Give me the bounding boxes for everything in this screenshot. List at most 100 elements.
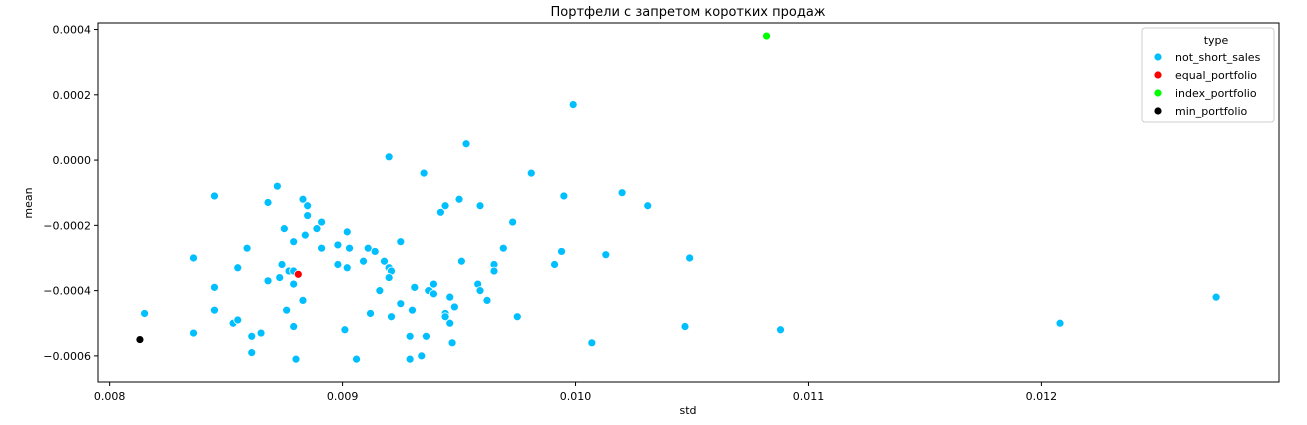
legend: type not_short_sales equal_portfolio index_… bbox=[1141, 27, 1275, 123]
data-point-not_short_sales bbox=[189, 328, 198, 338]
data-point-not_short_sales bbox=[405, 354, 415, 364]
y-tick-label: −0.0002 bbox=[43, 219, 91, 232]
data-point-not_short_sales bbox=[256, 328, 266, 338]
data-point-not_short_sales bbox=[475, 286, 485, 296]
data-point-not_short_sales bbox=[384, 152, 394, 162]
data-point-not_short_sales bbox=[275, 273, 285, 282]
data-point-not_short_sales bbox=[422, 331, 431, 341]
legend-label-index_portfolio: index_portfolio bbox=[1175, 87, 1257, 100]
y-axis: −0.0006 −0.0004 −0.0002 0.0000 0.0002 0.0004 bbox=[43, 24, 98, 363]
data-point-not_short_sales bbox=[436, 207, 445, 217]
data-point-not_short_sales bbox=[342, 263, 352, 273]
data-point-not_short_sales bbox=[643, 201, 653, 211]
data-point-not_short_sales bbox=[447, 338, 457, 348]
data-point-not_short_sales bbox=[456, 256, 466, 266]
data-point-not_short_sales bbox=[263, 276, 273, 286]
data-point-not_short_sales bbox=[263, 198, 273, 207]
data-point-not_short_sales bbox=[617, 188, 627, 198]
data-point-not_short_sales bbox=[359, 256, 368, 266]
data-point-not_short_sales bbox=[587, 338, 597, 348]
x-tick-label: 0.009 bbox=[327, 390, 359, 403]
legend-marker-min_portfolio bbox=[1153, 106, 1163, 116]
legend-marker-equal_portfolio bbox=[1153, 70, 1163, 80]
x-axis-label: std bbox=[679, 404, 696, 417]
data-point-not_short_sales bbox=[317, 217, 327, 227]
data-point-not_short_sales bbox=[298, 296, 308, 305]
data-point-not_short_sales bbox=[303, 201, 313, 211]
data-point-not_short_sales bbox=[508, 217, 518, 227]
y-tick-label: −0.0004 bbox=[43, 285, 91, 298]
data-point-equal_portfolio bbox=[293, 269, 303, 279]
data-point-not_short_sales bbox=[440, 312, 450, 322]
data-point-index_portfolio bbox=[762, 31, 771, 41]
x-tick-label: 0.012 bbox=[1026, 390, 1058, 403]
data-point-not_short_sales bbox=[461, 139, 471, 149]
data-point-not_short_sales bbox=[312, 224, 322, 234]
data-point-min_portfolio bbox=[135, 335, 145, 344]
data-point-not_short_sales bbox=[568, 100, 578, 109]
data-point-not_short_sales bbox=[333, 260, 343, 269]
data-point-not_short_sales bbox=[233, 263, 243, 273]
data-point-not_short_sales bbox=[247, 348, 257, 358]
data-point-not_short_sales bbox=[387, 312, 396, 322]
data-point-not_short_sales bbox=[289, 322, 299, 331]
y-tick-label: 0.0000 bbox=[53, 154, 92, 167]
data-point-not_short_sales bbox=[375, 286, 385, 296]
y-tick-label: 0.0004 bbox=[53, 24, 92, 37]
data-point-not_short_sales bbox=[417, 351, 427, 361]
legend-title: type bbox=[1204, 34, 1229, 47]
data-point-not_short_sales bbox=[342, 227, 352, 237]
data-point-not_short_sales bbox=[429, 289, 438, 299]
data-point-not_short_sales bbox=[384, 273, 394, 282]
y-tick-label: 0.0002 bbox=[53, 89, 92, 102]
data-point-not_short_sales bbox=[289, 237, 299, 247]
data-point-not_short_sales bbox=[440, 201, 450, 211]
scatter-points bbox=[135, 31, 1221, 364]
data-point-not_short_sales bbox=[363, 243, 373, 253]
x-tick-label: 0.010 bbox=[560, 390, 592, 403]
data-point-not_short_sales bbox=[445, 318, 455, 328]
data-point-not_short_sales bbox=[279, 224, 289, 234]
data-point-not_short_sales bbox=[291, 354, 301, 364]
data-point-not_short_sales bbox=[210, 305, 219, 315]
data-point-not_short_sales bbox=[449, 302, 459, 312]
data-point-not_short_sales bbox=[352, 354, 361, 364]
data-point-not_short_sales bbox=[489, 266, 499, 276]
data-point-not_short_sales bbox=[303, 211, 313, 220]
data-point-not_short_sales bbox=[475, 201, 485, 211]
data-point-not_short_sales bbox=[396, 237, 406, 247]
data-point-not_short_sales bbox=[1055, 318, 1065, 328]
data-point-not_short_sales bbox=[601, 250, 611, 260]
data-point-not_short_sales bbox=[445, 292, 455, 302]
data-point-not_short_sales bbox=[277, 260, 287, 269]
data-point-not_short_sales bbox=[405, 331, 415, 341]
data-point-not_short_sales bbox=[1211, 292, 1221, 302]
x-tick-label: 0.011 bbox=[793, 390, 825, 403]
data-point-not_short_sales bbox=[140, 309, 149, 318]
data-point-not_short_sales bbox=[247, 331, 257, 341]
legend-label-min_portfolio: min_portfolio bbox=[1175, 105, 1248, 118]
data-point-not_short_sales bbox=[557, 247, 566, 256]
data-point-not_short_sales bbox=[189, 253, 198, 263]
x-tick-label: 0.008 bbox=[94, 390, 126, 403]
data-point-not_short_sales bbox=[317, 243, 327, 253]
plot-area bbox=[97, 22, 1280, 383]
data-point-not_short_sales bbox=[233, 315, 243, 325]
legend-label-not_short_sales: not_short_sales bbox=[1175, 51, 1261, 64]
data-point-not_short_sales bbox=[512, 312, 522, 322]
data-point-not_short_sales bbox=[300, 230, 310, 240]
data-point-not_short_sales bbox=[550, 260, 559, 269]
data-point-not_short_sales bbox=[345, 243, 354, 253]
data-point-not_short_sales bbox=[242, 243, 252, 253]
data-point-not_short_sales bbox=[410, 282, 420, 292]
data-point-not_short_sales bbox=[454, 194, 464, 204]
data-point-not_short_sales bbox=[298, 194, 308, 204]
data-point-not_short_sales bbox=[498, 243, 508, 253]
data-point-not_short_sales bbox=[272, 181, 282, 191]
legend-marker-index_portfolio bbox=[1153, 88, 1163, 98]
data-point-not_short_sales bbox=[419, 168, 429, 178]
data-point-not_short_sales bbox=[289, 279, 299, 289]
data-point-not_short_sales bbox=[282, 305, 292, 315]
data-point-not_short_sales bbox=[559, 191, 569, 201]
